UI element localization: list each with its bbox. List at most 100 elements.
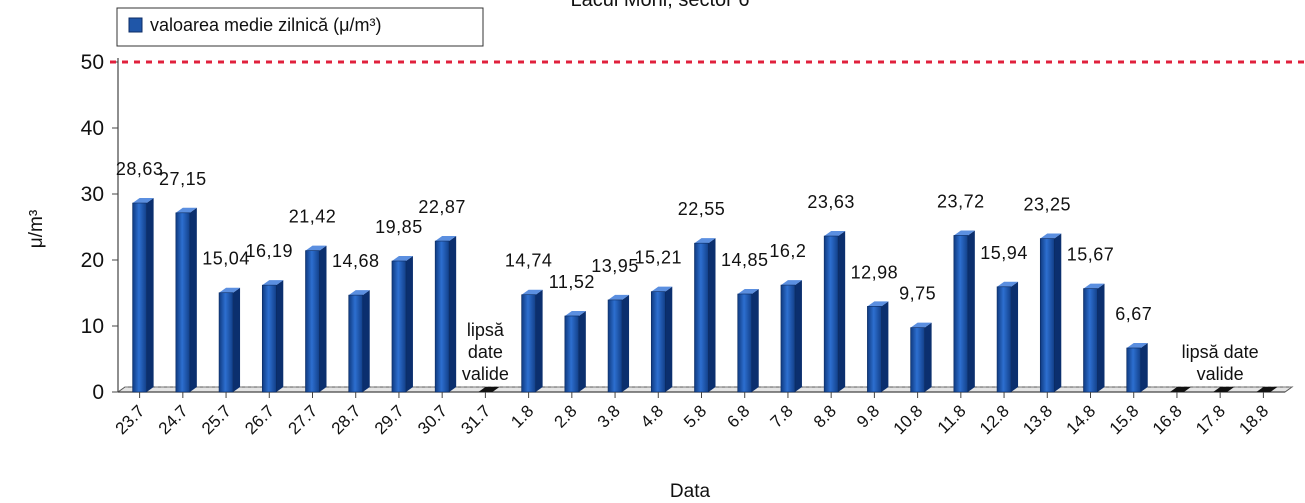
data-label: 15,67 [1067, 245, 1115, 265]
bar [867, 306, 882, 393]
bar-side [189, 207, 197, 392]
data-label: 11,52 [549, 272, 595, 292]
bar-top [521, 289, 543, 295]
bar-side [881, 301, 889, 392]
data-label: 23,63 [807, 192, 855, 212]
x-axis-title: Data [670, 481, 711, 502]
y-axis-ticks: 0 10 20 30 40 50 [81, 51, 118, 404]
x-tick-label: 26.7 [241, 401, 278, 438]
bar [607, 299, 623, 393]
y-tick-label: 40 [81, 117, 104, 140]
bar [1126, 347, 1142, 393]
missing-data-note: lipsă date valide [462, 320, 509, 384]
chart-title: Lacul Morii, sector 6 [571, 0, 750, 11]
bar-side [924, 322, 932, 392]
y-tick-label: 20 [81, 249, 104, 272]
bar [132, 202, 147, 393]
bar-missing [1213, 387, 1235, 392]
bar-side [1054, 233, 1062, 392]
bar-top [737, 288, 759, 294]
bar-side [967, 230, 975, 392]
missing-data-note: lipsă date valide [1182, 342, 1259, 384]
bar-top [694, 238, 716, 244]
x-tick-label: 15.8 [1106, 401, 1143, 438]
bar-side [146, 198, 154, 392]
data-label: 16,2 [769, 241, 806, 261]
bar-top [1083, 283, 1105, 289]
bar [780, 284, 796, 393]
bar-missing [478, 387, 500, 392]
bar [694, 242, 709, 393]
data-label: 15,94 [980, 243, 1028, 263]
bar [1083, 288, 1098, 393]
data-label: 16,19 [246, 241, 294, 261]
legend-swatch [128, 17, 143, 33]
missing-data-note-line: date [468, 342, 503, 362]
bar-side [1011, 281, 1019, 392]
bar [996, 286, 1012, 393]
y-tick-label: 0 [92, 381, 104, 404]
data-label: 21,42 [289, 207, 337, 227]
y-tick-label: 50 [81, 51, 104, 74]
y-tick-label: 10 [81, 315, 104, 338]
bar [910, 327, 925, 393]
bar [348, 294, 364, 393]
data-label: 6,67 [1115, 304, 1152, 324]
x-tick-label: 14.8 [1062, 401, 1099, 438]
bar-top [219, 287, 241, 293]
missing-data-note-line: lipsă date [1182, 342, 1259, 362]
data-label: 19,85 [375, 217, 423, 237]
legend-box [116, 7, 484, 47]
x-tick-label: 13.8 [1019, 401, 1056, 438]
bar-missing [1169, 387, 1191, 392]
bar-side [535, 289, 543, 392]
x-tick-label: 10.8 [890, 401, 927, 438]
bar [564, 315, 580, 393]
data-label: 28,63 [116, 159, 164, 179]
bar-top [997, 281, 1019, 287]
x-tick-label: 4.8 [637, 401, 667, 431]
x-tick-label: 31.7 [457, 401, 494, 438]
bar-side [1097, 283, 1105, 392]
bar-side [233, 287, 241, 392]
bar-side [319, 245, 327, 392]
bar-top [132, 198, 154, 204]
bar [391, 260, 407, 393]
y-axis-title: μ/m³ [26, 210, 47, 248]
x-tick-label: 27.7 [284, 401, 321, 438]
legend: valoarea medie zilnică (μ/m³) [116, 7, 484, 47]
bar [953, 235, 969, 393]
bar-top [262, 280, 284, 286]
data-label: 14,85 [721, 250, 769, 270]
x-tick-label: 28.7 [328, 401, 365, 438]
x-tick-label: 25.7 [198, 401, 235, 438]
bar [650, 291, 666, 393]
bar-top [608, 294, 630, 300]
x-tick-label: 17.8 [1192, 401, 1229, 438]
x-tick-label: 16.8 [1149, 401, 1186, 438]
bar [737, 293, 753, 393]
data-label: 14,68 [332, 251, 380, 271]
bar-top [435, 236, 457, 242]
bar-side [622, 294, 630, 392]
missing-data-note-line: lipsă [467, 320, 505, 340]
bar [305, 250, 320, 393]
x-tick-label: 1.8 [507, 401, 537, 431]
x-axis-ticks: 23.7 24.7 25.7 26.7 27.7 28.7 29.7 30.7 31.7 1.8 2… [112, 392, 1272, 438]
bar [434, 240, 450, 393]
bar-side [838, 231, 846, 392]
bar-side [751, 288, 759, 392]
bar-side [405, 255, 413, 392]
bar-side [665, 286, 673, 392]
bar-top [867, 301, 889, 307]
bar-top [824, 231, 846, 237]
bar-side [449, 236, 457, 392]
bar-missing [1256, 387, 1278, 392]
data-label: 13,95 [591, 256, 639, 276]
bar-top [391, 255, 413, 261]
bar-side [362, 290, 370, 392]
x-tick-label: 23.7 [112, 401, 149, 438]
bar [521, 294, 536, 393]
